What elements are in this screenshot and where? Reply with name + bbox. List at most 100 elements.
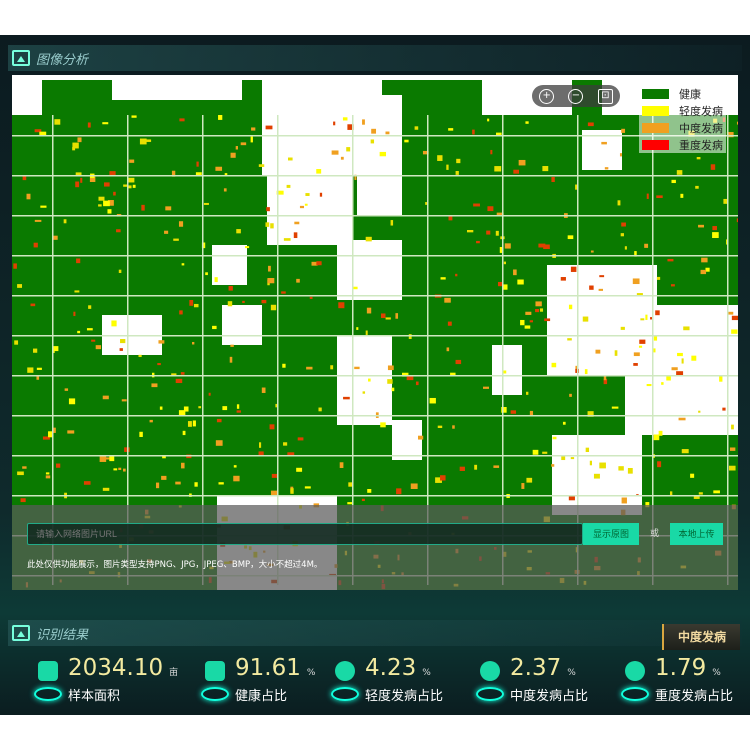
disease-spot bbox=[657, 461, 662, 468]
disease-spot bbox=[387, 379, 393, 384]
disease-spot bbox=[569, 393, 572, 397]
disease-spot bbox=[650, 317, 653, 320]
zoom-out-icon[interactable]: − bbox=[568, 88, 584, 104]
disease-spot bbox=[175, 378, 183, 384]
disease-spot bbox=[104, 182, 110, 187]
legend-swatch bbox=[642, 139, 669, 150]
field-road bbox=[12, 255, 738, 257]
disease-spot bbox=[681, 449, 689, 454]
disease-spot bbox=[551, 464, 555, 467]
disease-spot bbox=[726, 132, 734, 138]
disease-spot bbox=[151, 383, 158, 388]
disease-spot bbox=[698, 224, 705, 228]
disease-spot bbox=[680, 193, 684, 198]
legend-label: 中度发病 bbox=[679, 121, 723, 135]
legend-swatch bbox=[642, 122, 669, 133]
disease-spot bbox=[495, 230, 499, 236]
disease-spot bbox=[356, 327, 359, 330]
disease-spot bbox=[72, 147, 76, 151]
disease-spot bbox=[192, 420, 196, 427]
disease-spot bbox=[339, 462, 344, 468]
url-input[interactable] bbox=[27, 523, 583, 545]
disease-spot bbox=[696, 156, 701, 160]
disease-spot bbox=[268, 265, 271, 272]
show-original-button[interactable]: 显示原图 bbox=[583, 523, 639, 545]
disease-spot bbox=[180, 372, 185, 375]
disease-spot bbox=[391, 387, 395, 392]
disease-spot bbox=[415, 381, 419, 386]
disease-spot bbox=[456, 158, 461, 164]
stat-unit: % bbox=[567, 668, 576, 678]
disease-spot bbox=[513, 169, 520, 174]
disease-spot bbox=[331, 150, 339, 155]
disease-spot bbox=[299, 205, 305, 209]
disease-spot bbox=[595, 349, 601, 354]
disease-spot bbox=[385, 317, 391, 320]
disease-spot bbox=[621, 497, 627, 504]
disease-spot bbox=[401, 372, 409, 377]
disease-spot bbox=[473, 203, 480, 207]
disease-spot bbox=[483, 386, 490, 389]
disease-spot bbox=[532, 449, 539, 455]
disease-spot bbox=[671, 367, 678, 371]
disease-spot bbox=[380, 313, 386, 319]
disease-spot bbox=[736, 121, 738, 125]
disease-spot bbox=[33, 348, 38, 353]
disease-spot bbox=[265, 125, 273, 130]
disease-spot bbox=[542, 166, 549, 172]
disease-spot bbox=[36, 367, 42, 370]
upload-button[interactable]: 本地上传 bbox=[670, 523, 723, 545]
disease-spot bbox=[599, 275, 605, 278]
disease-spot bbox=[544, 318, 551, 322]
disease-spot bbox=[496, 212, 504, 217]
disease-spot bbox=[365, 236, 372, 242]
disease-spot bbox=[444, 297, 451, 303]
legend-item: 重度发病 bbox=[642, 136, 723, 153]
disease-spot bbox=[283, 442, 288, 446]
legend-swatch bbox=[642, 105, 669, 116]
disease-spot bbox=[305, 193, 310, 196]
fit-icon[interactable]: ⊡ bbox=[597, 88, 613, 104]
stat-label: 健康占比 bbox=[235, 689, 288, 704]
disease-spot bbox=[614, 350, 618, 356]
disease-spot bbox=[633, 352, 640, 357]
disease-spot bbox=[218, 482, 224, 485]
disease-spot bbox=[138, 354, 142, 358]
disease-spot bbox=[132, 184, 136, 188]
disease-spot bbox=[20, 498, 26, 503]
disease-spot bbox=[455, 273, 458, 277]
disease-spot bbox=[425, 202, 428, 205]
disease-spot bbox=[368, 378, 371, 382]
disease-spot bbox=[640, 318, 645, 321]
disease-spot bbox=[705, 267, 710, 272]
disease-spot bbox=[86, 328, 93, 331]
disease-spot bbox=[215, 166, 223, 171]
disease-spot bbox=[601, 141, 607, 145]
disease-spot bbox=[496, 132, 502, 137]
disease-spot bbox=[120, 339, 126, 344]
disease-spot bbox=[54, 119, 61, 125]
disease-spot bbox=[395, 313, 399, 319]
zoom-in-icon[interactable]: + bbox=[539, 88, 555, 104]
field-road bbox=[12, 415, 738, 417]
disease-spot bbox=[75, 181, 80, 188]
disease-spot bbox=[139, 138, 147, 145]
disease-spot bbox=[34, 129, 42, 133]
disease-spot bbox=[258, 451, 264, 456]
disease-spot bbox=[513, 269, 517, 276]
disease-spot bbox=[599, 462, 606, 469]
bare-ground bbox=[337, 335, 392, 425]
disease-spot bbox=[655, 310, 660, 316]
pie-icon bbox=[480, 661, 500, 681]
disease-spot bbox=[587, 122, 594, 127]
disease-spot bbox=[380, 422, 386, 428]
disease-spot bbox=[265, 222, 270, 227]
disease-spot bbox=[129, 159, 135, 163]
disease-spot bbox=[45, 475, 51, 479]
disease-spot bbox=[551, 362, 557, 368]
disease-spot bbox=[33, 242, 38, 248]
disease-spot bbox=[55, 463, 61, 468]
disease-spot bbox=[113, 468, 118, 471]
disease-spot bbox=[410, 483, 418, 489]
